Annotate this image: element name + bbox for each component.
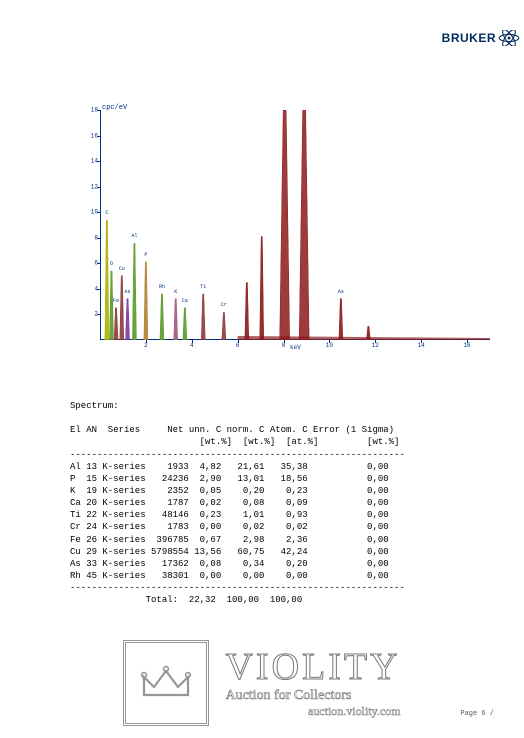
peak-label: Cu [119, 266, 125, 272]
table-row: Ca 20 K-series 1787 0,02 0,08 0,09 0,00 [70, 497, 510, 509]
y-tick-mark [97, 263, 100, 264]
y-tick-mark [97, 212, 100, 213]
atom-icon [498, 30, 520, 46]
table-row: As 33 K-series 17362 0,08 0,34 0,20 0,00 [70, 558, 510, 570]
x-tick-mark [329, 340, 330, 343]
table-row: Rh 45 K-series 38301 0,00 0,00 0,00 0,00 [70, 570, 510, 582]
table-header-1: El AN Series Net unn. C norm. C Atom. C … [70, 424, 510, 436]
x-tick-label: 8 [282, 342, 286, 349]
peak-label: O [110, 261, 113, 267]
violity-subtitle: Auction for Collectors [225, 688, 351, 704]
table-divider: ----------------------------------------… [70, 449, 510, 461]
peak-label: K [174, 289, 177, 295]
peak-label: Ca [182, 298, 188, 304]
violity-url: auction.violity.com [308, 704, 401, 719]
table-row: K 19 K-series 2352 0,05 0,20 0,23 0,00 [70, 485, 510, 497]
x-tick-label: 4 [190, 342, 194, 349]
chart-peaks [100, 110, 490, 340]
table-row: Fe 26 K-series 396785 0,67 2,98 2,36 0,0… [70, 534, 510, 546]
peak-label: Ti [200, 284, 206, 290]
x-tick-mark [192, 340, 193, 343]
y-tick-mark [97, 136, 100, 137]
table-row: Al 13 K-series 1933 4,82 21,61 35,38 0,0… [70, 461, 510, 473]
x-axis-label: keV [290, 344, 301, 351]
x-tick-mark [284, 340, 285, 343]
peak-label: Cr [221, 302, 227, 308]
x-tick-label: 10 [326, 342, 333, 349]
table-divider: ----------------------------------------… [70, 582, 510, 594]
crown-icon [138, 663, 194, 703]
peak-label: As [125, 289, 131, 295]
table-row: Cu 29 K-series 5798554 13,56 60,75 42,24… [70, 546, 510, 558]
page-number: Page 6 / [460, 710, 494, 718]
y-tick-mark [97, 314, 100, 315]
crown-box [123, 640, 209, 726]
y-tick-mark [97, 161, 100, 162]
table-total: Total: 22,32 100,00 100,00 [70, 594, 510, 606]
brand-logo: BRUKER [442, 30, 520, 46]
x-tick-mark [375, 340, 376, 343]
y-tick-mark [97, 289, 100, 290]
y-tick-mark [97, 110, 100, 111]
peak-label: P [144, 252, 147, 258]
y-tick-mark [97, 187, 100, 188]
x-tick-label: 12 [372, 342, 379, 349]
x-tick-label: 16 [463, 342, 470, 349]
violity-title: VIOLITY [225, 648, 400, 686]
spectrum-data-table: Spectrum: El AN Series Net unn. C norm. … [70, 400, 510, 606]
x-tick-label: 6 [236, 342, 240, 349]
x-tick-mark [146, 340, 147, 343]
brand-text: BRUKER [442, 31, 496, 45]
peak-label: C [105, 210, 108, 216]
table-row: Cr 24 K-series 1783 0,00 0,02 0,02 0,00 [70, 521, 510, 533]
violity-text-block: VIOLITY Auction for Collectors auction.v… [225, 648, 400, 719]
x-tick-mark [421, 340, 422, 343]
peak-label: As [338, 289, 344, 295]
spectrum-chart: cpc/eV 24681012141618 246810121416 keV C… [80, 110, 500, 350]
y-tick-mark [97, 238, 100, 239]
spectrum-label: Spectrum: [70, 400, 510, 412]
peak-label: Al [131, 233, 137, 239]
x-tick-label: 14 [418, 342, 425, 349]
table-row: Ti 22 K-series 48146 0,23 1,01 0,93 0,00 [70, 509, 510, 521]
peak-label: Fe [113, 298, 119, 304]
x-tick-label: 2 [144, 342, 148, 349]
violity-watermark: VIOLITY Auction for Collectors auction.v… [0, 640, 524, 726]
table-row: P 15 K-series 24236 2,90 13,01 18,56 0,0… [70, 473, 510, 485]
x-tick-mark [467, 340, 468, 343]
peak-label: Rh [159, 284, 165, 290]
table-header-2: [wt.%] [wt.%] [at.%] [wt.%] [70, 436, 510, 448]
x-tick-mark [238, 340, 239, 343]
